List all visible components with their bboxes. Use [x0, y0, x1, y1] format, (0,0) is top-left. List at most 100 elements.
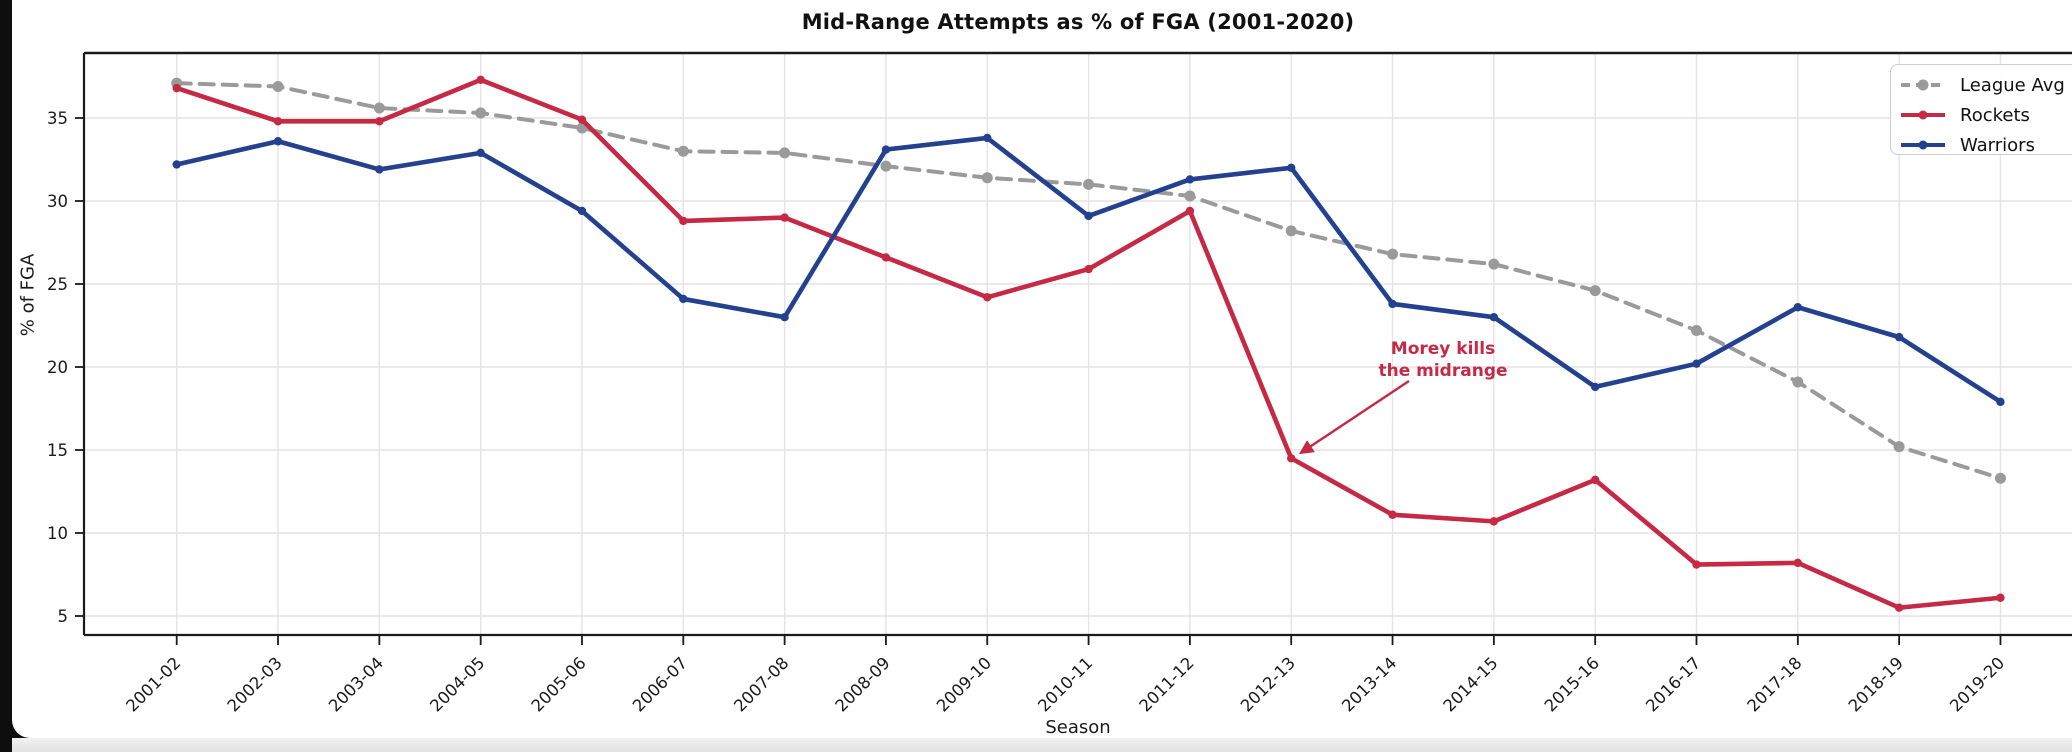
data-point-marker [1287, 454, 1296, 463]
x-tick-label: 2013-14 [1338, 653, 1400, 715]
y-tick-label: 35 [47, 109, 68, 128]
legend-label: Rockets [1960, 104, 2030, 126]
x-tick-label: 2010-11 [1034, 653, 1096, 715]
data-point-marker [983, 293, 992, 302]
data-point-marker [375, 165, 384, 174]
legend-item-rockets: Rockets [1899, 100, 2072, 130]
x-tick-label: 2007-08 [730, 653, 792, 715]
data-point-marker [1488, 258, 1500, 270]
data-point-marker [1894, 332, 1904, 342]
x-tick-label: 2019-20 [1946, 653, 2008, 715]
data-point-marker [1590, 475, 1600, 485]
legend-label: League Avg [1960, 74, 2065, 96]
data-point-marker [1388, 510, 1397, 519]
data-point-marker [1691, 324, 1702, 336]
legend-item-warriors: Warriors [1899, 130, 2072, 160]
x-tick-label: 2001-02 [122, 653, 184, 715]
data-point-marker [780, 313, 789, 322]
x-tick-label: 2005-06 [528, 653, 590, 715]
legend-line-swatch [1901, 140, 1945, 150]
data-point-marker [1793, 303, 1803, 312]
data-point-marker [1489, 517, 1499, 526]
data-point-marker [679, 294, 688, 304]
data-point-marker [1388, 299, 1397, 309]
data-point-marker [1894, 603, 1904, 612]
x-tick-label: 2006-07 [629, 653, 691, 715]
data-point-marker [172, 83, 181, 93]
y-axis-label: % of FGA [17, 253, 39, 337]
data-point-marker [780, 213, 789, 222]
data-point-marker [273, 117, 283, 126]
data-point-marker [577, 115, 587, 124]
data-point-marker [1590, 382, 1600, 392]
annotation-morey-kills-the-midrange: Morey kills the midrange [1333, 338, 1553, 382]
x-tick-label: 2002-03 [224, 653, 286, 715]
data-point-marker [880, 160, 892, 172]
data-point-marker [1996, 397, 2005, 407]
y-tick-label: 30 [47, 192, 68, 211]
data-point-marker [981, 172, 993, 184]
x-tick-label: 2016-17 [1642, 653, 1704, 715]
annotation-line-1: Morey kills [1390, 339, 1496, 359]
data-point-marker [881, 145, 891, 154]
data-point-marker [172, 160, 181, 169]
data-point-marker [1489, 313, 1499, 322]
y-tick-label: 5 [58, 607, 69, 626]
x-tick-label: 2011-12 [1136, 653, 1198, 715]
x-tick-label: 2003-04 [325, 653, 387, 715]
data-point-marker [779, 147, 791, 159]
window-bottom-strip [12, 738, 2072, 752]
x-tick-label: 2009-10 [933, 653, 995, 715]
x-tick-label: 2012-13 [1237, 653, 1299, 715]
x-tick-label: 2004-05 [426, 653, 488, 715]
data-point-marker [1083, 178, 1095, 190]
y-tick-label: 25 [47, 275, 68, 294]
x-tick-label: 2018-19 [1845, 653, 1907, 715]
window-left-black-edge [0, 0, 12, 752]
data-point-marker [1793, 558, 1803, 568]
data-point-marker [1692, 560, 1701, 569]
data-point-marker [679, 216, 688, 226]
legend-line-swatch [1901, 110, 1945, 120]
data-point-marker [1185, 206, 1195, 216]
data-point-marker [1185, 175, 1195, 184]
legend-item-league-avg: League Avg [1899, 70, 2072, 100]
arrow-line [1299, 380, 1410, 455]
data-point-marker [475, 107, 487, 119]
x-axis-label: Season [1045, 717, 1111, 738]
series-rockets [172, 75, 2005, 612]
data-point-marker [1792, 376, 1804, 388]
data-point-marker [476, 148, 485, 158]
data-point-marker [881, 253, 891, 262]
data-point-marker [1994, 472, 2006, 484]
y-tick-labels: 5 10 15 20 25 30 35 [47, 109, 68, 626]
y-tick-label: 10 [47, 524, 68, 543]
annotation-line-2: the midrange [1378, 361, 1508, 381]
data-point-marker [1184, 190, 1196, 202]
y-tick-label: 20 [47, 358, 68, 377]
data-point-marker [1387, 248, 1399, 260]
data-point-marker [983, 133, 992, 143]
axes [75, 51, 2072, 645]
data-point-marker [1996, 593, 2005, 602]
x-tick-label: 2008-09 [832, 653, 894, 715]
data-point-marker [1084, 211, 1093, 221]
data-point-marker [1692, 359, 1701, 368]
data-point-marker [677, 145, 689, 157]
data-point-marker [273, 137, 283, 146]
legend-label: Warriors [1960, 134, 2035, 156]
data-point-marker [476, 75, 485, 85]
gridlines [84, 53, 2072, 635]
y-tick-label: 15 [47, 441, 68, 460]
data-point-marker [577, 206, 587, 216]
legend-line-swatch [1901, 79, 1945, 91]
annotation-arrow [1299, 380, 1410, 455]
x-tick-label: 2015-16 [1541, 653, 1603, 715]
x-tick-label: 2017-18 [1743, 653, 1805, 715]
data-point-marker [272, 80, 284, 92]
series-warriors [172, 133, 2005, 407]
data-point-marker [375, 117, 384, 126]
data-point-marker [1589, 285, 1601, 297]
